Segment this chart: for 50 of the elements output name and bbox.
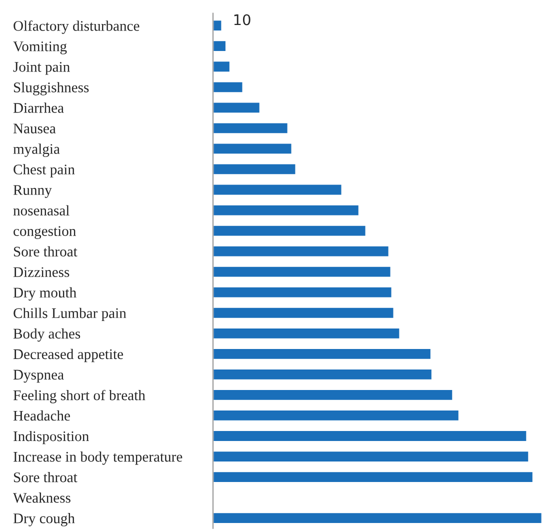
y-tick-label: Feeling short of breath [13,390,146,404]
y-tick-label: Sore throat [14,246,78,257]
bar [213,224,367,238]
bar [213,388,454,402]
bar [213,512,542,524]
y-tick-label: Vomiting [13,41,67,54]
y-tick-label: Dizziness [13,267,70,278]
bar [213,348,432,360]
bar [213,327,401,340]
bar [213,204,360,217]
bar [213,183,343,196]
y-tick-label: Chest pain [14,164,75,178]
bar [213,450,530,463]
bar [213,80,244,94]
y-tick-label: Increase in body temperature [14,451,182,465]
y-tick-label: myalgia [13,144,60,157]
bar [213,162,297,176]
bar [213,60,231,73]
bar [213,409,460,422]
y-tick-label: congestion [14,226,76,239]
bar [213,142,293,156]
y-tick-label: Runny [13,185,52,198]
bar [213,306,395,320]
bar [213,101,261,114]
bar [213,40,227,52]
y-tick-label: Chills Lumbar pain [14,308,126,322]
y-tick-label: Dry cough [13,513,75,526]
bar [213,430,528,442]
y-tick-label: Nausea [13,124,56,134]
y-tick-label: Sluggishness [14,82,89,96]
annotation: 10 [234,14,250,26]
bar [213,286,393,299]
y-tick-label: nosenasal [13,205,70,216]
y-tick-label: Body aches [13,328,80,342]
bar [213,368,433,381]
y-tick-label: Headache [13,410,70,421]
y-tick-label: Weakness [13,492,70,503]
bar [213,244,390,258]
y-tick-label: Dry mouth [13,287,76,301]
y-tick-label: Decreased appetite [13,348,124,362]
y-tick-label: Indisposition [14,430,89,444]
y-tick-label: Joint pain [13,62,70,75]
y-tick-label: Dyspnea [13,370,64,383]
y-tick-label: Sore throat [14,472,78,482]
bar [213,19,223,32]
y-tick-label: Olfactory disturbance [14,20,140,34]
y-tick-label: Diarrhea [13,102,64,113]
bar [213,470,534,484]
bar [213,122,289,135]
bar [213,266,392,278]
